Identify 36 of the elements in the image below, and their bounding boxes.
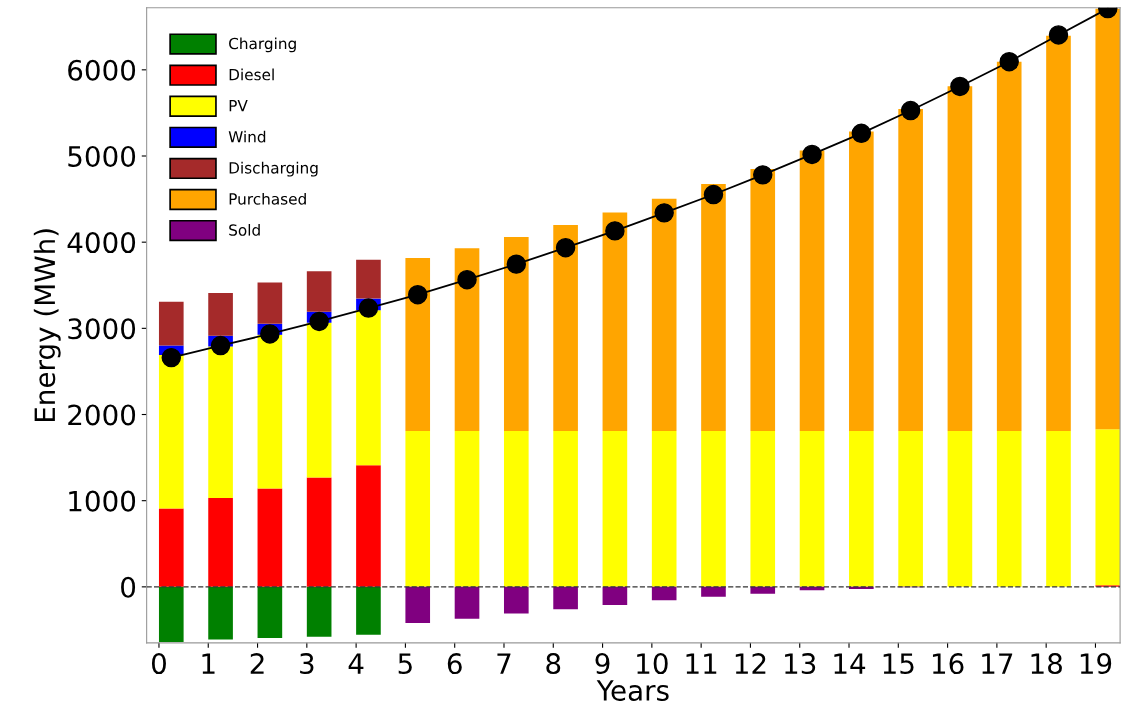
x-tick-label: 14: [834, 653, 866, 674]
x-tick-label: 17: [982, 653, 1013, 674]
x-tick-label: 6: [447, 653, 462, 675]
y-axis-title: Energy (MWh): [33, 229, 61, 421]
y-tick-label: 3000: [68, 318, 136, 340]
legend-label: PV: [229, 100, 248, 112]
y-tick-label: 6000: [68, 59, 136, 81]
x-tick-label: 11: [686, 653, 717, 674]
x-tick-label: 8: [546, 653, 561, 675]
x-tick-label: 2: [250, 653, 264, 674]
x-tick-label: 19: [1080, 653, 1112, 675]
x-tick-label: 16: [932, 653, 964, 675]
y-tick-label: 0: [121, 576, 136, 598]
x-tick-label: 0: [151, 653, 166, 675]
legend-label: Purchased: [229, 192, 306, 205]
x-tick-label: 7: [497, 653, 511, 674]
x-tick-label: 15: [883, 653, 914, 675]
x-tick-label: 1: [202, 653, 215, 674]
y-tick-label: 2000: [68, 404, 136, 426]
y-tick-label: 1000: [69, 490, 136, 512]
x-axis-title: Years: [596, 680, 669, 701]
x-tick-label: 9: [595, 653, 610, 675]
x-tick-label: 18: [1031, 653, 1062, 675]
x-tick-label: 10: [637, 653, 668, 675]
legend-label: Diesel: [229, 68, 274, 81]
x-tick-label: 3: [300, 653, 314, 675]
legend-label: Discharging: [229, 161, 318, 177]
legend-label: Wind: [228, 130, 266, 143]
x-tick-label: 13: [785, 653, 816, 675]
y-tick-label: 4000: [67, 232, 136, 254]
y-tick-label: 5000: [68, 145, 136, 167]
legend-label: Sold: [229, 223, 260, 236]
x-tick-label: 4: [348, 653, 364, 674]
x-tick-label: 5: [398, 653, 412, 675]
x-tick-label: 12: [735, 653, 766, 674]
legend-label: Charging: [229, 37, 296, 53]
